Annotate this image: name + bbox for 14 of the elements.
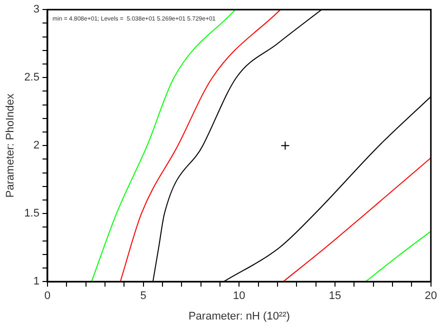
x-axis-title: Parameter: nH (10²²) — [188, 310, 290, 322]
line-series — [120, 10, 281, 282]
x-tick-label: 5 — [140, 290, 146, 302]
y-tick-label: 2 — [33, 140, 40, 152]
y-tick-label: 2.5 — [24, 72, 40, 84]
x-tick-label: 15 — [328, 290, 342, 302]
y-axis-title: Parameter: PhoIndex — [4, 93, 17, 198]
y-tick-label: 1.5 — [24, 208, 40, 220]
y-tick-label: 3 — [33, 4, 40, 16]
x-tick-label: 20 — [424, 290, 438, 302]
line-series — [282, 157, 431, 282]
x-tick-label: 0 — [44, 290, 51, 302]
y-tick-label: 1 — [33, 276, 40, 288]
x-tick-label: 10 — [233, 290, 246, 302]
